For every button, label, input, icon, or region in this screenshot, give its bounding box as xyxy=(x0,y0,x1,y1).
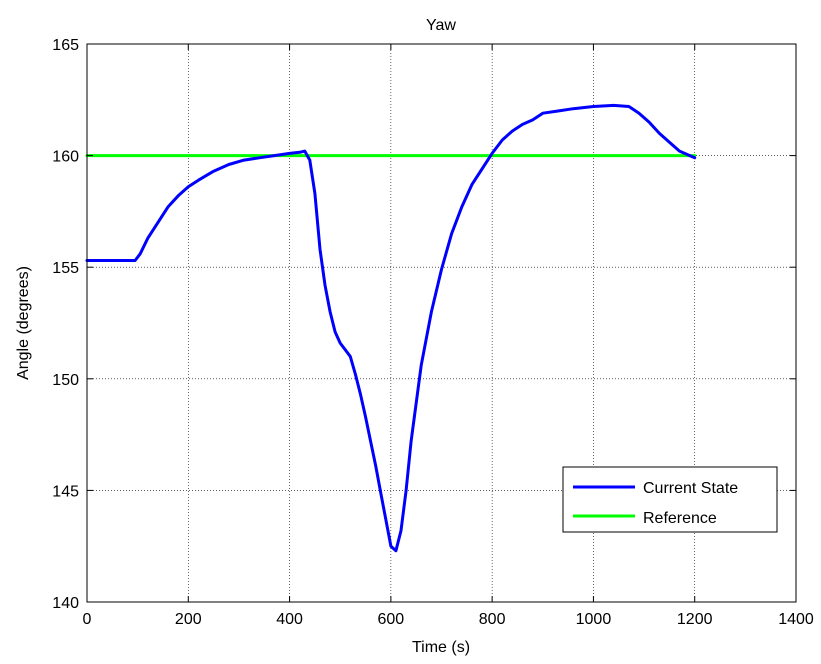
x-tick-label: 1000 xyxy=(576,611,612,628)
x-tick-label: 200 xyxy=(175,611,202,628)
y-tick-label: 160 xyxy=(52,149,79,166)
y-tick-label: 150 xyxy=(52,372,79,389)
x-tick-label: 1400 xyxy=(778,611,814,628)
y-tick-label: 140 xyxy=(52,595,79,612)
legend-label-reference: Reference xyxy=(643,510,717,527)
y-axis-label: Angle (degrees) xyxy=(15,266,32,380)
y-tick-labels: 140 145 150 155 160 165 xyxy=(52,37,79,612)
x-tick-labels: 0 200 400 600 800 1000 1200 1400 xyxy=(83,611,814,628)
series-line-current-state xyxy=(85,103,697,553)
series-layer xyxy=(85,103,697,553)
x-tick-label: 0 xyxy=(83,611,92,628)
x-tick-label: 600 xyxy=(378,611,405,628)
axis-ticks xyxy=(86,43,797,603)
plot-frame xyxy=(86,43,797,603)
legend-box xyxy=(562,466,778,533)
chart-title: Yaw xyxy=(426,17,456,34)
x-tick-label: 800 xyxy=(479,611,506,628)
x-tick-label: 400 xyxy=(276,611,303,628)
y-tick-label: 155 xyxy=(52,260,79,277)
x-axis-label: Time (s) xyxy=(412,639,470,656)
x-tick-label: 1200 xyxy=(677,611,713,628)
y-tick-label: 145 xyxy=(52,483,79,500)
legend: Current State Reference xyxy=(562,466,778,533)
y-tick-label: 165 xyxy=(52,37,79,54)
legend-label-current-state: Current State xyxy=(643,480,738,497)
